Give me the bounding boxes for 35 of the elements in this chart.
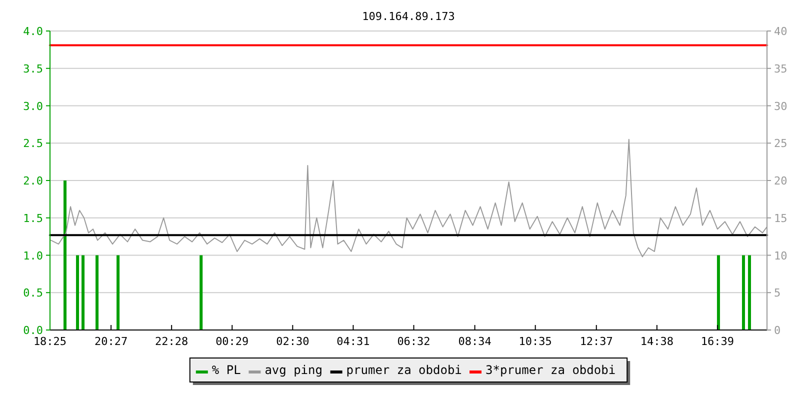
- legend-label: % PL: [212, 363, 241, 377]
- chart-title: 109.164.89.173: [362, 10, 455, 23]
- y2-tick-label: 5: [774, 286, 781, 300]
- y2-tick-label: 20: [774, 174, 788, 188]
- y-tick-label: 2.5: [23, 137, 43, 150]
- y-tick-label: 1.0: [23, 249, 43, 262]
- y2-tick-label: 35: [774, 62, 788, 76]
- y2-tick-label: 10: [774, 249, 788, 262]
- x-tick-label: 02:30: [276, 335, 310, 348]
- legend-label: prumer za obdobi: [346, 363, 462, 377]
- y-tick-label: 2.0: [23, 174, 43, 188]
- y-tick-label: 3.0: [23, 100, 43, 113]
- y-tick-label: 1.5: [23, 212, 43, 225]
- x-tick-label: 06:32: [397, 335, 430, 348]
- y-tick-label: 3.5: [23, 62, 43, 76]
- x-tick-label: 14:38: [640, 335, 674, 348]
- legend-label: 3*prumer za obdobi: [486, 363, 616, 377]
- y-tick-label: 0.0: [23, 324, 43, 337]
- y-tick-label: 4.0: [23, 25, 43, 38]
- x-tick-label: 18:25: [33, 335, 67, 348]
- x-tick-label: 04:31: [336, 335, 370, 348]
- y2-tick-label: 25: [774, 137, 788, 150]
- x-tick-label: 10:35: [518, 335, 552, 348]
- x-tick-label: 16:39: [700, 335, 734, 348]
- x-tick-label: 00:29: [216, 335, 249, 348]
- legend-label: avg ping: [264, 363, 322, 377]
- x-tick-label: 22:28: [155, 335, 188, 348]
- x-tick-label: 08:34: [458, 335, 492, 348]
- y-tick-label: 0.5: [23, 286, 43, 300]
- y2-tick-label: 30: [774, 100, 788, 113]
- y2-tick-label: 15: [774, 212, 788, 225]
- x-tick-label: 20:27: [94, 335, 128, 348]
- y2-tick-label: 40: [774, 25, 788, 38]
- x-tick-label: 12:37: [580, 335, 613, 348]
- y2-tick-label: 0: [774, 324, 781, 337]
